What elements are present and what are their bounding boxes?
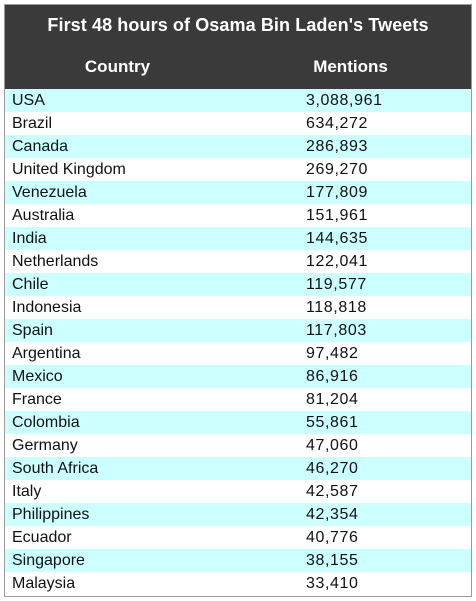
table-row: Venezuela 177,809 (5, 181, 471, 204)
cell-mentions: 269,270 (306, 160, 369, 178)
table-row: Chile 119,577 (5, 273, 471, 296)
column-header-mentions: Mentions (313, 57, 388, 76)
cell-country: Chile (12, 275, 49, 293)
cell-mentions: 97,482 (306, 344, 359, 362)
cell-country: Australia (12, 206, 75, 224)
cell-country: Italy (12, 482, 42, 500)
cell-country: Mexico (12, 367, 63, 385)
column-header-row: Country Mentions (5, 45, 471, 89)
cell-mentions: 144,635 (306, 229, 369, 247)
cell-mentions: 40,776 (306, 528, 359, 546)
cell-mentions: 634,272 (306, 114, 369, 132)
cell-mentions: 122,041 (306, 252, 369, 270)
cell-mentions: 33,410 (306, 574, 359, 592)
cell-country: South Africa (12, 459, 99, 477)
cell-country: Singapore (12, 551, 85, 569)
cell-mentions: 119,577 (306, 275, 367, 293)
cell-country: Venezuela (12, 183, 87, 201)
table-row: Mexico 86,916 (5, 365, 471, 388)
table-body: USA 3,088,961 Brazil 634,272 Canada 286,893 Un… (5, 89, 471, 595)
table-row: Colombia 55,861 (5, 411, 471, 434)
cell-country: USA (12, 91, 45, 109)
table-row: Ecuador 40,776 (5, 526, 471, 549)
cell-country: France (12, 390, 62, 408)
column-header-country: Country (84, 57, 151, 76)
table-row: Argentina 97,482 (5, 342, 471, 365)
cell-mentions: 177,809 (306, 183, 369, 201)
cell-country: United Kingdom (12, 160, 126, 178)
cell-country: Germany (12, 436, 78, 454)
table-row: France 81,204 (5, 388, 471, 411)
cell-mentions: 42,354 (306, 505, 359, 523)
table-row: Brazil 634,272 (5, 112, 471, 135)
cell-country: Argentina (12, 344, 81, 362)
table-row: Singapore 38,155 (5, 549, 471, 572)
cell-country: Malaysia (12, 574, 76, 592)
table-row: Australia 151,961 (5, 204, 471, 227)
table-row: USA 3,088,961 (5, 89, 471, 112)
table-title: First 48 hours of Osama Bin Laden's Twee… (5, 5, 471, 45)
cell-mentions: 81,204 (306, 390, 359, 408)
table-row: Netherlands 122,041 (5, 250, 471, 273)
cell-country: Brazil (12, 114, 53, 132)
table-frame: First 48 hours of Osama Bin Laden's Twee… (4, 4, 472, 597)
cell-country: Indonesia (12, 298, 82, 316)
cell-mentions: 3,088,961 (306, 91, 383, 109)
table-row: Germany 47,060 (5, 434, 471, 457)
cell-mentions: 38,155 (306, 551, 359, 569)
cell-country: Canada (12, 137, 69, 155)
table-row: Malaysia 33,410 (5, 572, 471, 595)
cell-country: Spain (12, 321, 53, 339)
cell-mentions: 286,893 (306, 137, 369, 155)
table-row: Philippines 42,354 (5, 503, 471, 526)
cell-mentions: 117,803 (306, 321, 367, 339)
cell-mentions: 46,270 (306, 459, 359, 477)
cell-mentions: 151,961 (306, 206, 369, 224)
table-row: South Africa 46,270 (5, 457, 471, 480)
cell-country: Philippines (12, 505, 90, 523)
cell-mentions: 55,861 (306, 413, 359, 431)
cell-mentions: 118,818 (306, 298, 367, 316)
table-row: Canada 286,893 (5, 135, 471, 158)
cell-country: Colombia (12, 413, 80, 431)
table-row: United Kingdom 269,270 (5, 158, 471, 181)
table-row: Spain 117,803 (5, 319, 471, 342)
cell-mentions: 42,587 (306, 482, 359, 500)
cell-mentions: 47,060 (306, 436, 359, 454)
table-row: Indonesia 118,818 (5, 296, 471, 319)
table-row: India 144,635 (5, 227, 471, 250)
cell-country: Ecuador (12, 528, 72, 546)
cell-country: Netherlands (12, 252, 99, 270)
table-row: Italy 42,587 (5, 480, 471, 503)
cell-country: India (12, 229, 47, 247)
cell-mentions: 86,916 (306, 367, 359, 385)
